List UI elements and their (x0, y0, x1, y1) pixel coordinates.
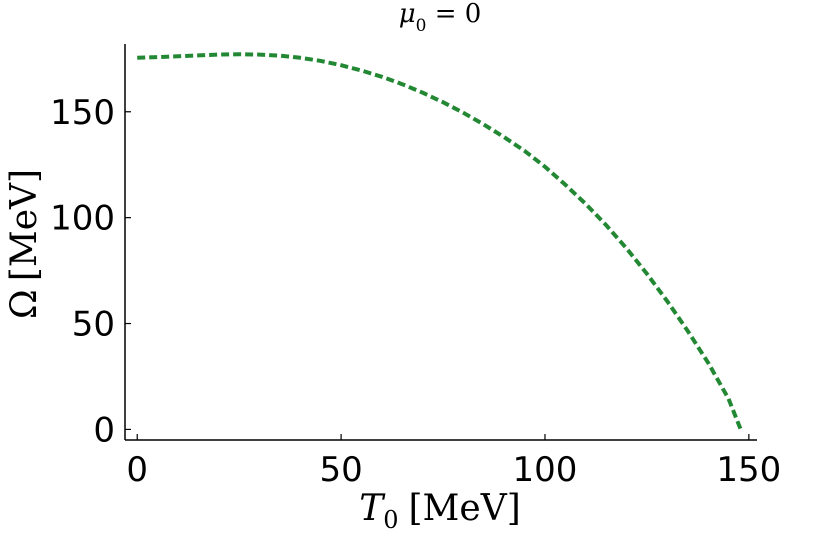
title-variable: μ (399, 0, 416, 29)
title-subscript: 0 (416, 16, 427, 36)
series-line (137, 52, 743, 431)
axis-ticks: 0 50 100 150 0 50 100 150 (50, 93, 781, 490)
chart-title: μ0 = 0 (399, 0, 482, 36)
y-axis-label: Ω [MeV] (4, 169, 45, 319)
y-tick-label: 0 (93, 410, 115, 450)
y-tick-label: 100 (50, 199, 115, 239)
x-axis-subscript: 0 (383, 506, 398, 534)
y-axis-variable: Ω (4, 289, 45, 319)
x-axis-variable: T (359, 488, 386, 529)
x-tick-label: 50 (319, 450, 362, 490)
title-equation: = 0 (426, 0, 481, 29)
y-tick-label: 150 (50, 93, 115, 133)
x-tick-label: 100 (513, 450, 578, 490)
x-axis-unit: [MeV] (409, 488, 521, 529)
y-tick-label: 50 (72, 305, 115, 345)
series-layer (137, 52, 743, 431)
x-tick-label: 0 (126, 450, 148, 490)
x-axis-label: T0 [MeV] (359, 488, 521, 534)
y-axis-unit: [MeV] (4, 169, 45, 281)
x-tick-label: 150 (716, 450, 781, 490)
plot-area: 0 50 100 150 0 50 100 150 (50, 44, 781, 490)
